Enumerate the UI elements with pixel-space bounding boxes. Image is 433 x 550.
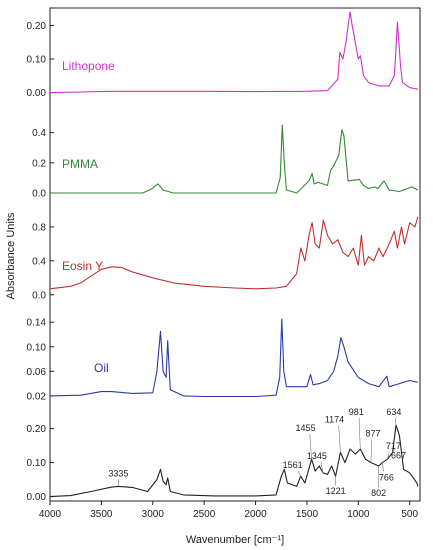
peak-label: 1345: [307, 451, 327, 461]
x-axis-title: Wavenumber [cm⁻¹]: [186, 534, 284, 546]
x-tick-label: 2000: [244, 509, 267, 520]
peak-leader-line: [309, 434, 312, 460]
peak-label: 877: [365, 429, 380, 439]
x-tick-label: 2500: [193, 509, 216, 520]
spectrum-panel-eosin-y: 0.0 0.4 0.8 Eosin Y: [32, 216, 419, 301]
y-axis-title: Absorbance Units: [5, 212, 17, 299]
y-tick-label: 0.20: [27, 21, 47, 32]
y-tick-label: 0.0: [32, 188, 46, 199]
spectrum-panels: 0.00 0.10 0.20 Lithopone 0.0 0.2 0.4 PMMA 0.0 0.4…: [27, 11, 419, 503]
x-tick-label: 3000: [142, 509, 165, 520]
y-tick-label: 0.8: [32, 222, 46, 233]
spectrum-panel-lithopone: 0.00 0.10 0.20 Lithopone: [27, 11, 419, 99]
peak-label: 3335: [108, 468, 128, 478]
y-tick-label: 0.10: [27, 342, 47, 353]
peak-label: 766: [379, 473, 394, 483]
sample-label: Oil: [94, 361, 109, 375]
x-tick-label: 1000: [347, 509, 370, 520]
spectrum-panel-sample: 0.00 0.10 0.20 3335 1561 1455 1345 1221 1174 981 8…: [27, 407, 419, 503]
peak-leader-line: [395, 418, 397, 426]
plot-frame: [49, 7, 421, 502]
peak-label: 717: [386, 441, 401, 451]
peak-leader-line: [370, 439, 372, 463]
spectrum-panel-oil: 0.02 0.06 0.10 0.14 Oil: [27, 318, 419, 402]
x-tick-label: 3500: [90, 509, 113, 520]
peak-label: 1561: [283, 460, 303, 470]
x-tick-label: 500: [401, 509, 418, 520]
y-tick-label: 0.00: [27, 492, 47, 503]
spectrum-line: [49, 216, 419, 290]
peak-label: 1455: [296, 423, 316, 433]
peak-leader-line: [392, 449, 395, 453]
y-tick-label: 0.4: [32, 256, 46, 267]
peak-leader-line: [320, 461, 324, 473]
peak-label: 634: [386, 407, 401, 417]
y-tick-label: 0.00: [27, 88, 47, 99]
peak-label: 1221: [326, 486, 346, 496]
y-tick-label: 0.20: [27, 424, 47, 435]
x-axis: 4000 3500 3000 2500 2000 1500 1000 500: [39, 501, 419, 520]
sample-label: Eosin Y: [62, 259, 103, 273]
spectrum-panel-pmma: 0.0 0.2 0.4 PMMA: [32, 124, 419, 199]
peak-leader-line: [387, 452, 390, 460]
peak-leader-line: [298, 471, 301, 477]
peak-label: 667: [391, 450, 406, 460]
spectrum-line: [49, 318, 419, 398]
y-tick-label: 0.0: [32, 290, 46, 301]
peak-label: 802: [371, 488, 386, 498]
y-tick-label: 0.06: [27, 367, 47, 378]
sample-label: Lithopone: [62, 59, 115, 73]
y-tick-label: 0.4: [32, 128, 46, 139]
x-tick-label: 1500: [296, 509, 319, 520]
spectrum-line: [50, 124, 419, 194]
peak-label: 1174: [325, 414, 344, 424]
y-tick-label: 0.10: [27, 55, 47, 66]
spectrum-line: [49, 11, 419, 94]
y-tick-label: 0.2: [32, 158, 46, 169]
y-tick-label: 0.02: [27, 391, 47, 402]
sample-label: PMMA: [62, 157, 98, 171]
spectrum-line: [49, 424, 419, 498]
peak-label: 981: [349, 407, 364, 417]
y-tick-label: 0.10: [27, 458, 47, 469]
peak-leader-line: [338, 425, 341, 453]
peak-leader-line: [382, 462, 384, 472]
y-tick-label: 0.14: [27, 318, 47, 329]
x-tick-label: 4000: [39, 509, 62, 520]
peak-leader-line: [358, 417, 361, 450]
